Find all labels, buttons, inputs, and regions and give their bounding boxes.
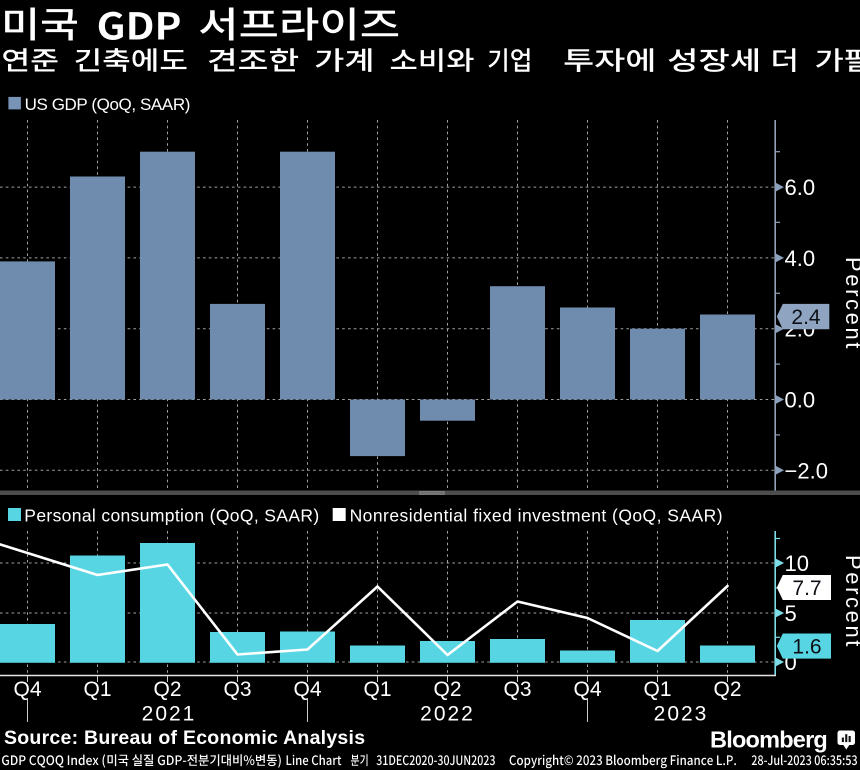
svg-text:10: 10 <box>785 551 809 576</box>
svg-text:Q4: Q4 <box>293 678 321 701</box>
svg-text:6.0: 6.0 <box>785 175 816 200</box>
svg-text:Bloomberg: Bloomberg <box>710 726 827 752</box>
svg-text:Q2: Q2 <box>433 678 461 701</box>
svg-text:2023: 2023 <box>654 703 709 726</box>
svg-text:Percent: Percent <box>841 257 860 351</box>
svg-text:−2.0: −2.0 <box>785 458 828 483</box>
svg-text:2022: 2022 <box>420 703 475 726</box>
svg-text:4.0: 4.0 <box>785 246 816 271</box>
svg-text:0.0: 0.0 <box>785 388 816 413</box>
svg-text:7.7: 7.7 <box>792 577 821 600</box>
svg-text:2.4: 2.4 <box>791 306 821 329</box>
svg-text:Q1: Q1 <box>363 678 391 701</box>
svg-text:Personal consumption (QoQ, SAA: Personal consumption (QoQ, SAAR) <box>24 505 319 525</box>
svg-text:Q1: Q1 <box>83 678 111 701</box>
svg-text:Q1: Q1 <box>643 678 671 701</box>
svg-text:Source: Bureau of Economic Ana: Source: Bureau of Economic Analysis <box>4 727 365 749</box>
svg-text:Nonresidential fixed investmen: Nonresidential fixed investment (QoQ, SA… <box>350 505 723 525</box>
svg-text:2021: 2021 <box>142 703 197 726</box>
svg-text:1.6: 1.6 <box>792 636 821 659</box>
svg-text:US GDP (QoQ, SAAR): US GDP (QoQ, SAAR) <box>25 95 190 114</box>
svg-text:Q2: Q2 <box>153 678 181 701</box>
svg-text:Q3: Q3 <box>503 678 531 701</box>
svg-text:Q4: Q4 <box>573 678 601 701</box>
svg-text:Q3: Q3 <box>223 678 251 701</box>
svg-text:5: 5 <box>785 601 797 626</box>
svg-text:Percent: Percent <box>841 555 860 649</box>
svg-text:Q2: Q2 <box>713 678 741 701</box>
svg-text:Q4: Q4 <box>13 678 41 701</box>
